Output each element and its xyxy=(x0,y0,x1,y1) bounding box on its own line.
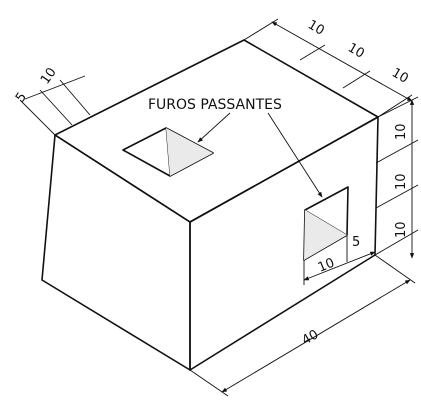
dim-10-left: 10 xyxy=(38,65,60,87)
leader-right-hole xyxy=(267,112,323,198)
front-face xyxy=(41,134,191,371)
dim-right-vertical: 10 10 10 xyxy=(374,96,419,259)
dim-bottom: 40 xyxy=(189,254,416,397)
dim-40-bottom: 40 xyxy=(300,327,322,348)
dim-10-top-1: 10 xyxy=(305,17,327,38)
top-face xyxy=(54,39,379,223)
dim-top-left: 5 10 xyxy=(13,65,91,136)
block-body xyxy=(41,39,379,371)
dim-10-right-3: 10 xyxy=(394,221,409,238)
dim-5-left: 5 xyxy=(13,90,30,105)
leader-top-hole xyxy=(197,112,231,143)
right-hole xyxy=(303,186,349,261)
dim-10-right-1: 10 xyxy=(394,123,409,140)
dim-top-right: 10 10 10 xyxy=(243,17,413,118)
top-hole xyxy=(122,127,214,177)
dim-5-hole: 5 xyxy=(352,235,360,250)
right-face xyxy=(189,116,379,371)
dim-10-hole: 10 xyxy=(316,256,337,276)
dim-10-top-2: 10 xyxy=(345,40,367,61)
dim-10-top-3: 10 xyxy=(389,65,411,86)
annotation-label: FUROS PASSANTES xyxy=(148,97,282,113)
dim-10-right-2: 10 xyxy=(394,173,409,190)
